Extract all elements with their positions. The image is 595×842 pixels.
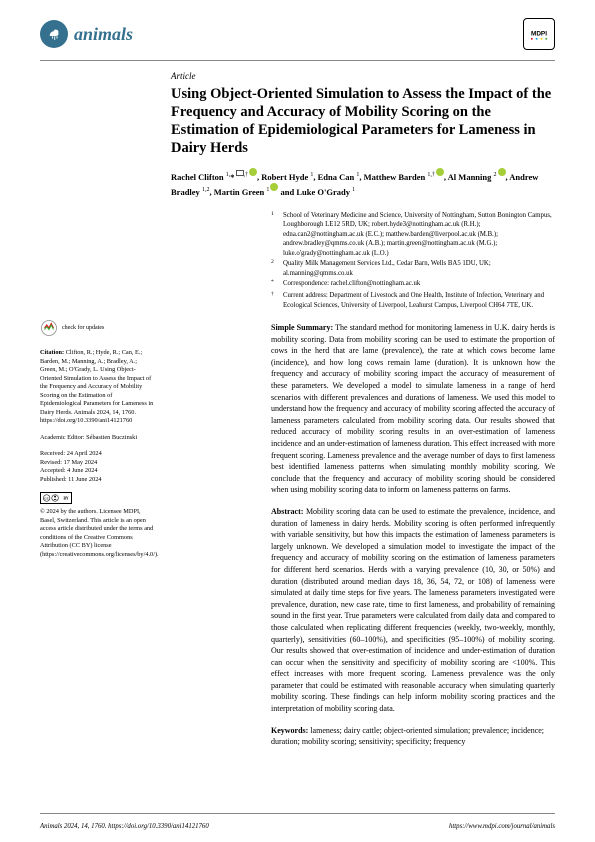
editor-label: Academic Editor: <box>40 434 85 441</box>
published-date: Published: 11 June 2024 <box>40 476 155 485</box>
abstract-label: Abstract: <box>271 507 303 516</box>
footer-rule <box>40 813 555 814</box>
sidebar: check for updates Citation: Clifton, R.;… <box>40 71 155 758</box>
editor-block: Academic Editor: Sébastien Buczinski <box>40 434 155 443</box>
copyright-text: © 2024 by the authors. Licensee MDPI, Ba… <box>40 508 155 559</box>
editor-name: Sébastien Buczinski <box>86 434 137 441</box>
citation-text: Clifton, R.; Hyde, R.; Can, E.; Barden, … <box>40 349 153 424</box>
affiliation-row: *Correspondence: rachel.clifton@nottingh… <box>271 279 555 290</box>
article-title: Using Object-Oriented Simulation to Asse… <box>171 85 555 158</box>
journal-logo: animals <box>40 20 133 48</box>
keywords-label: Keywords: <box>271 726 308 735</box>
simple-summary: Simple Summary: The standard method for … <box>171 322 555 496</box>
keywords: Keywords: lameness; dairy cattle; object… <box>171 725 555 748</box>
keywords-text: lameness; dairy cattle; object-oriented … <box>271 726 544 747</box>
simple-summary-label: Simple Summary: <box>271 323 333 332</box>
check-updates-text: check for updates <box>62 325 104 332</box>
cc-license-badge: CC BY <box>40 492 72 504</box>
svg-text:BY: BY <box>63 496 68 500</box>
check-updates-icon <box>40 319 58 337</box>
simple-summary-text: The standard method for monitoring lamen… <box>271 323 555 494</box>
dates-block: Received: 24 April 2024 Revised: 17 May … <box>40 450 155 484</box>
content-area: check for updates Citation: Clifton, R.;… <box>0 71 595 758</box>
journal-name: animals <box>74 24 133 45</box>
affiliation-row: 2Quality Milk Management Services Ltd., … <box>271 259 555 278</box>
footer-citation: Animals 2024, 14, 1760. https://doi.org/… <box>40 823 209 830</box>
footer-url: https://www.mdpi.com/journal/animals <box>449 823 555 830</box>
abstract: Abstract: Mobility scoring data can be u… <box>171 506 555 715</box>
abstract-text: Mobility scoring data can be used to est… <box>271 507 555 713</box>
author-list: Rachel Clifton 1,*,†, Robert Hyde 1, Edn… <box>171 168 555 199</box>
affiliations: 1School of Veterinary Medicine and Scien… <box>171 211 555 310</box>
page-header: animals MDPI <box>0 0 595 60</box>
accepted-date: Accepted: 4 June 2024 <box>40 467 155 476</box>
page-footer: Animals 2024, 14, 1760. https://doi.org/… <box>40 823 555 830</box>
check-updates[interactable]: check for updates <box>40 319 155 337</box>
svg-text:CC: CC <box>44 496 49 500</box>
revised-date: Revised: 17 May 2024 <box>40 459 155 468</box>
main-column: Article Using Object-Oriented Simulation… <box>171 71 555 758</box>
header-rule <box>40 60 555 61</box>
received-date: Received: 24 April 2024 <box>40 450 155 459</box>
article-type: Article <box>171 71 555 81</box>
citation-label: Citation: <box>40 349 64 356</box>
affiliation-row: 1School of Veterinary Medicine and Scien… <box>271 211 555 259</box>
mdpi-logo: MDPI <box>523 18 555 50</box>
svg-text:MDPI: MDPI <box>531 31 547 38</box>
journal-icon <box>40 20 68 48</box>
citation-block: Citation: Clifton, R.; Hyde, R.; Can, E.… <box>40 349 155 426</box>
affiliation-row: †Current address: Department of Livestoc… <box>271 291 555 310</box>
